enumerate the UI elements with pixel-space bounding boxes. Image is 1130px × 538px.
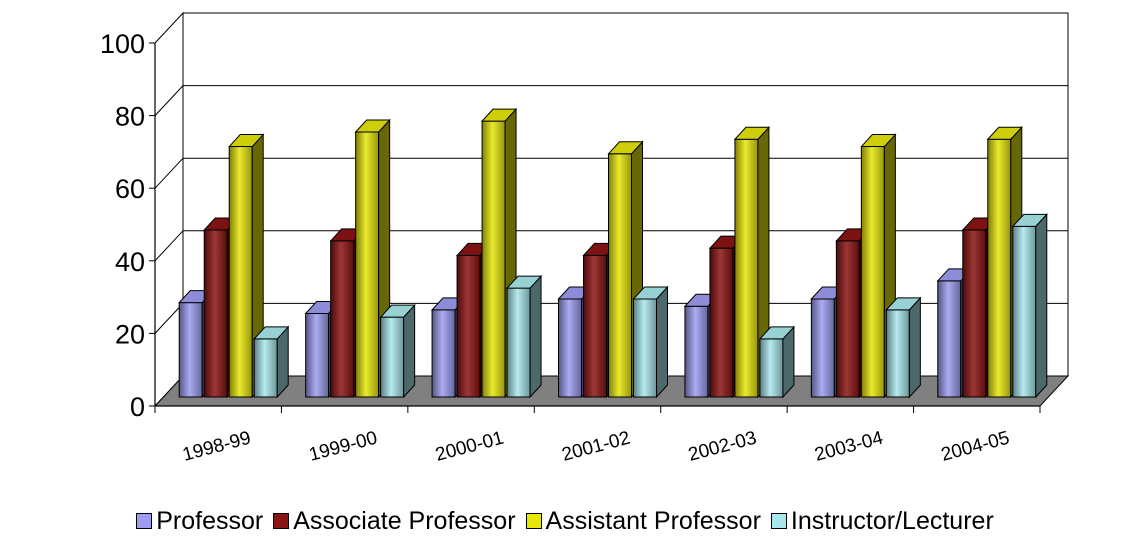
bar-side bbox=[403, 303, 416, 399]
bar-top bbox=[860, 134, 897, 148]
y-tick-label: 80 bbox=[115, 102, 145, 132]
legend-item-assistant-professor: Assistant Professor bbox=[525, 506, 761, 536]
bar-top bbox=[885, 297, 922, 311]
bar bbox=[1011, 213, 1048, 399]
bar-front bbox=[355, 131, 380, 398]
bar-top bbox=[986, 126, 1023, 140]
y-tick-label: 40 bbox=[115, 247, 145, 277]
gridline-side bbox=[154, 85, 184, 116]
bar bbox=[253, 325, 290, 399]
bar-front bbox=[987, 138, 1012, 398]
bar bbox=[758, 325, 796, 399]
bar bbox=[885, 296, 922, 399]
x-tick-label: 2000-01 bbox=[433, 428, 506, 466]
bar-front bbox=[885, 309, 910, 398]
bars bbox=[178, 107, 1048, 399]
bar-top bbox=[480, 108, 518, 122]
legend-label-instructor-lecturer: Instructor/Lecturer bbox=[790, 506, 994, 535]
bar-front bbox=[860, 146, 885, 398]
bar-top bbox=[379, 304, 416, 318]
legend: Professor Associate Professor Assistant … bbox=[0, 504, 1130, 538]
bar-front bbox=[253, 338, 278, 398]
bar-front bbox=[709, 247, 734, 398]
bar-front bbox=[810, 298, 835, 398]
bar-top bbox=[505, 275, 543, 289]
bar-front bbox=[558, 298, 582, 398]
bar-front bbox=[937, 280, 962, 398]
bar bbox=[505, 274, 543, 399]
bar bbox=[733, 125, 771, 399]
bar bbox=[228, 133, 265, 399]
bar-top bbox=[253, 326, 290, 340]
legend-item-associate-professor: Associate Professor bbox=[273, 506, 516, 536]
bar-front bbox=[431, 309, 456, 398]
bar-front bbox=[506, 287, 531, 398]
bar-top bbox=[758, 326, 796, 340]
x-tick-label: 2001-02 bbox=[560, 428, 633, 466]
legend-item-professor: Professor bbox=[136, 507, 263, 536]
y-tick-label: 20 bbox=[115, 319, 145, 349]
bar-top bbox=[733, 126, 771, 140]
legend-swatch-instructor-lecturer bbox=[770, 513, 787, 529]
bar-front bbox=[633, 298, 657, 398]
bar-front bbox=[608, 153, 632, 398]
x-tick-label: 2003-04 bbox=[813, 427, 886, 465]
bar-front bbox=[583, 254, 607, 398]
x-tick-label: 2002-03 bbox=[686, 428, 759, 466]
bar-front bbox=[759, 338, 784, 398]
bar-side bbox=[1035, 213, 1048, 399]
bar-front bbox=[734, 138, 759, 398]
bar bbox=[379, 303, 416, 399]
bar-top bbox=[354, 119, 391, 133]
y-axis-tick-labels: 0 20 40 60 80 100 bbox=[100, 29, 145, 422]
bar-top bbox=[228, 134, 265, 148]
y-tick-label: 100 bbox=[100, 29, 145, 59]
bar-front bbox=[330, 240, 355, 398]
bar-front bbox=[962, 229, 987, 398]
axes bbox=[149, 42, 1041, 413]
gridline-side bbox=[154, 157, 184, 189]
legend-swatch-associate-professor bbox=[273, 513, 290, 529]
bar-chart: 0 20 40 60 80 100 1998-99 1999-00 2000-01 2001-0… bbox=[100, 11, 1070, 466]
bar-front bbox=[228, 146, 253, 398]
bar-top bbox=[607, 141, 644, 155]
gridline-side bbox=[154, 303, 184, 334]
bar bbox=[632, 285, 669, 399]
legend-label-assistant-professor: Assistant Professor bbox=[545, 506, 761, 535]
y-tick-label: 60 bbox=[115, 174, 145, 204]
legend-item-instructor-lecturer: Instructor/Lecturer bbox=[770, 506, 994, 536]
legend-swatch-professor bbox=[136, 513, 153, 529]
bar-front bbox=[481, 120, 506, 398]
bar-front bbox=[203, 229, 228, 398]
legend-label-associate-professor: Associate Professor bbox=[293, 506, 516, 535]
bar-front bbox=[456, 254, 481, 398]
bar-front bbox=[1012, 225, 1037, 398]
bar-front bbox=[835, 240, 860, 398]
bar-front bbox=[380, 316, 405, 398]
bar-front bbox=[178, 302, 203, 398]
x-tick-label: 1998-99 bbox=[180, 428, 253, 466]
bar-top bbox=[1011, 213, 1048, 227]
x-axis-tick-labels: 1998-99 1999-00 2000-01 2001-02 2002-03 2003-… bbox=[180, 427, 1011, 465]
x-tick-label: 1999-00 bbox=[307, 428, 380, 466]
legend-label-professor: Professor bbox=[156, 506, 264, 535]
bar-front bbox=[305, 313, 330, 398]
y-tick-label: 0 bbox=[130, 392, 145, 422]
x-tick-label: 2004-05 bbox=[939, 428, 1012, 466]
bar-top bbox=[632, 286, 669, 300]
bar-side bbox=[656, 285, 668, 399]
legend-swatch-assistant-professor bbox=[525, 513, 542, 529]
bar-side bbox=[908, 296, 921, 399]
bar-front bbox=[684, 305, 709, 398]
gridline-side bbox=[154, 230, 184, 262]
bar-side bbox=[529, 274, 542, 399]
